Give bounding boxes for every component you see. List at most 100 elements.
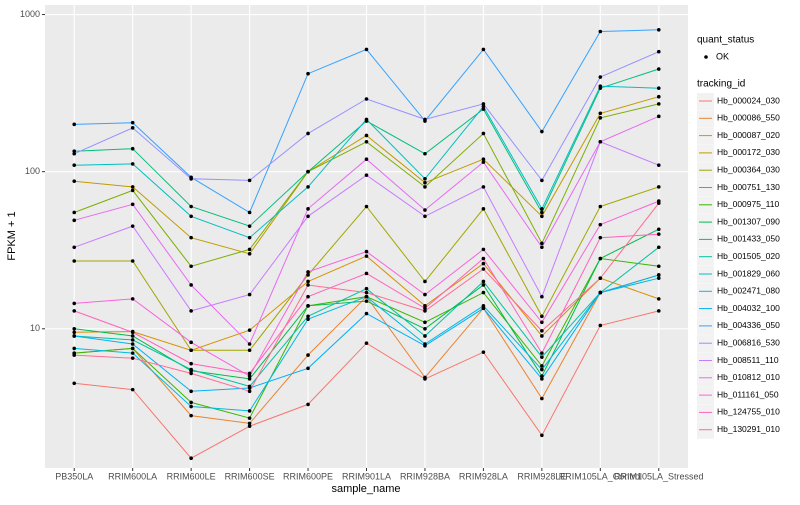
data-point — [423, 375, 427, 380]
data-point — [540, 396, 544, 401]
data-point — [189, 340, 193, 345]
data-point — [656, 114, 661, 119]
data-point — [72, 381, 77, 386]
data-point — [423, 343, 427, 348]
data-point — [364, 311, 369, 316]
data-point — [189, 371, 193, 376]
data-point — [540, 207, 544, 211]
data-point — [306, 304, 310, 308]
data-point — [72, 301, 77, 306]
data-point — [189, 400, 193, 405]
data-point — [423, 320, 427, 325]
x-tick-label: RRIM600LE — [167, 471, 216, 481]
data-point — [540, 314, 544, 319]
data-point — [306, 279, 310, 284]
data-point — [656, 67, 661, 71]
data-point — [364, 157, 369, 162]
data-point — [598, 276, 603, 280]
legend-label: Hb_004336_050 — [717, 320, 780, 330]
data-point — [598, 84, 603, 88]
data-point — [247, 252, 252, 256]
data-point — [423, 117, 427, 122]
data-point — [306, 366, 310, 371]
data-point — [598, 235, 603, 240]
data-point — [364, 254, 369, 258]
data-point — [247, 377, 252, 381]
data-point — [306, 207, 310, 211]
data-point — [481, 102, 486, 106]
data-point — [130, 297, 135, 301]
data-point — [656, 27, 661, 32]
data-point — [72, 259, 77, 263]
data-point — [189, 214, 193, 219]
data-point — [247, 247, 252, 252]
data-point — [364, 97, 369, 101]
data-point — [306, 294, 310, 299]
data-point — [189, 283, 193, 287]
y-tick-label: 1000 — [20, 9, 40, 19]
x-tick-label: RRIM928LE — [517, 471, 566, 481]
data-point — [130, 126, 135, 130]
legend-label: Hb_008511_110 — [717, 355, 779, 365]
data-point — [656, 245, 661, 250]
data-point — [481, 283, 486, 287]
data-point — [189, 235, 193, 240]
data-point — [656, 273, 661, 277]
data-point — [540, 294, 544, 299]
legend-label: Hb_002471_080 — [717, 286, 780, 296]
data-point — [72, 218, 77, 223]
data-point — [598, 290, 603, 295]
data-point — [423, 292, 427, 297]
data-point — [540, 214, 544, 219]
data-point — [423, 326, 427, 331]
data-point — [364, 47, 369, 52]
data-point — [306, 214, 310, 219]
data-point — [656, 309, 661, 313]
data-point — [364, 133, 369, 138]
x-tick-label: RRIM600SE — [225, 471, 275, 481]
data-point — [247, 328, 252, 332]
data-point — [247, 178, 252, 183]
data-point — [306, 314, 310, 319]
data-point — [481, 247, 486, 252]
data-point — [364, 173, 369, 177]
data-point — [481, 290, 486, 295]
data-point — [72, 334, 77, 338]
legend-point — [704, 55, 708, 59]
data-point — [656, 227, 661, 232]
data-point — [656, 102, 661, 106]
data-point — [540, 129, 544, 134]
data-point — [130, 224, 135, 228]
data-point — [130, 342, 135, 346]
data-point — [656, 276, 661, 280]
x-tick-label: RRIM928LA — [459, 471, 508, 481]
data-point — [247, 371, 252, 376]
data-point — [540, 329, 544, 333]
x-tick-label: RRIM105LA_Stressed — [614, 471, 704, 481]
data-point — [423, 180, 427, 185]
data-point — [130, 351, 135, 355]
x-tick-label: RRIM105LA_Control — [559, 471, 642, 481]
data-point — [540, 210, 544, 215]
data-point — [598, 116, 603, 120]
data-point — [481, 267, 486, 271]
data-point — [540, 367, 544, 372]
data-point — [364, 290, 369, 295]
data-point — [656, 264, 661, 269]
data-point — [598, 204, 603, 209]
data-point — [423, 306, 427, 311]
data-point — [481, 104, 486, 109]
data-point — [364, 249, 369, 254]
data-point — [130, 185, 135, 189]
data-point — [247, 292, 252, 297]
data-point — [540, 374, 544, 378]
legend-label: Hb_000024_030 — [717, 95, 780, 105]
legend-label: Hb_004032_100 — [717, 303, 780, 313]
y-tick-label: 100 — [25, 166, 40, 176]
data-point — [540, 351, 544, 355]
x-tick-label: RRIM600LA — [108, 471, 157, 481]
data-point — [247, 409, 252, 413]
data-point — [247, 348, 252, 353]
data-point — [306, 273, 310, 277]
data-point — [306, 71, 310, 76]
